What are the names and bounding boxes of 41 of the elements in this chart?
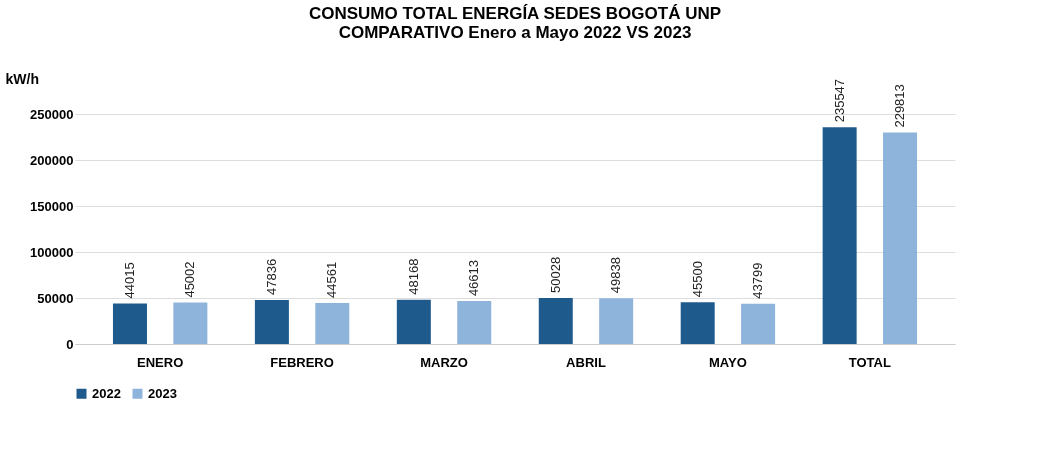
text: COMPARATIVO Enero a Mayo 2022 VS 2023: [338, 23, 692, 42]
legend-label: 2023: [148, 385, 177, 401]
y-tick-label: 200000: [30, 152, 74, 168]
y-tick-label: 0: [66, 336, 74, 352]
data-label: 47836: [263, 258, 279, 295]
y-tick-label: 100000: [30, 244, 74, 260]
data-label: 50028: [547, 256, 563, 293]
bar: [883, 132, 918, 344]
data-label: 49838: [608, 256, 624, 294]
text: CONSUMO TOTAL ENERGÍA SEDES BOGOTÁ UNP: [308, 4, 722, 23]
y-axis-title: kW/h: [5, 70, 39, 87]
y-tick-label: 150000: [30, 198, 74, 214]
x-tick-label: FEBRERO: [270, 354, 334, 370]
data-label: 46613: [466, 259, 482, 297]
bar: [680, 302, 715, 344]
legend-label: 2022: [92, 385, 121, 401]
bar: [254, 299, 289, 344]
bar: [396, 299, 431, 344]
bar: [822, 127, 857, 344]
bar: [173, 302, 208, 344]
x-tick-label: MAYO: [709, 354, 747, 370]
data-label: 44015: [121, 262, 137, 299]
bar: [315, 303, 350, 344]
bar: [538, 297, 573, 344]
data-label: 44561: [324, 261, 340, 298]
y-tick-label: 250000: [30, 106, 74, 122]
x-tick-label: ENERO: [137, 354, 184, 370]
x-tick-label: ABRIL: [566, 354, 606, 370]
data-label: 45500: [689, 260, 705, 298]
bar: [457, 301, 492, 344]
x-tick-label: TOTAL: [848, 354, 891, 370]
bar: [599, 298, 634, 344]
data-label: 235547: [831, 78, 847, 123]
data-label: 229813: [892, 84, 908, 128]
bar: [741, 303, 776, 344]
y-tick-label: 50000: [37, 290, 74, 306]
data-label: 48168: [405, 258, 421, 295]
data-label: 43799: [750, 262, 766, 299]
x-tick-label: MARZO: [420, 354, 468, 370]
data-label: 45002: [182, 261, 198, 298]
bar: [112, 303, 147, 344]
